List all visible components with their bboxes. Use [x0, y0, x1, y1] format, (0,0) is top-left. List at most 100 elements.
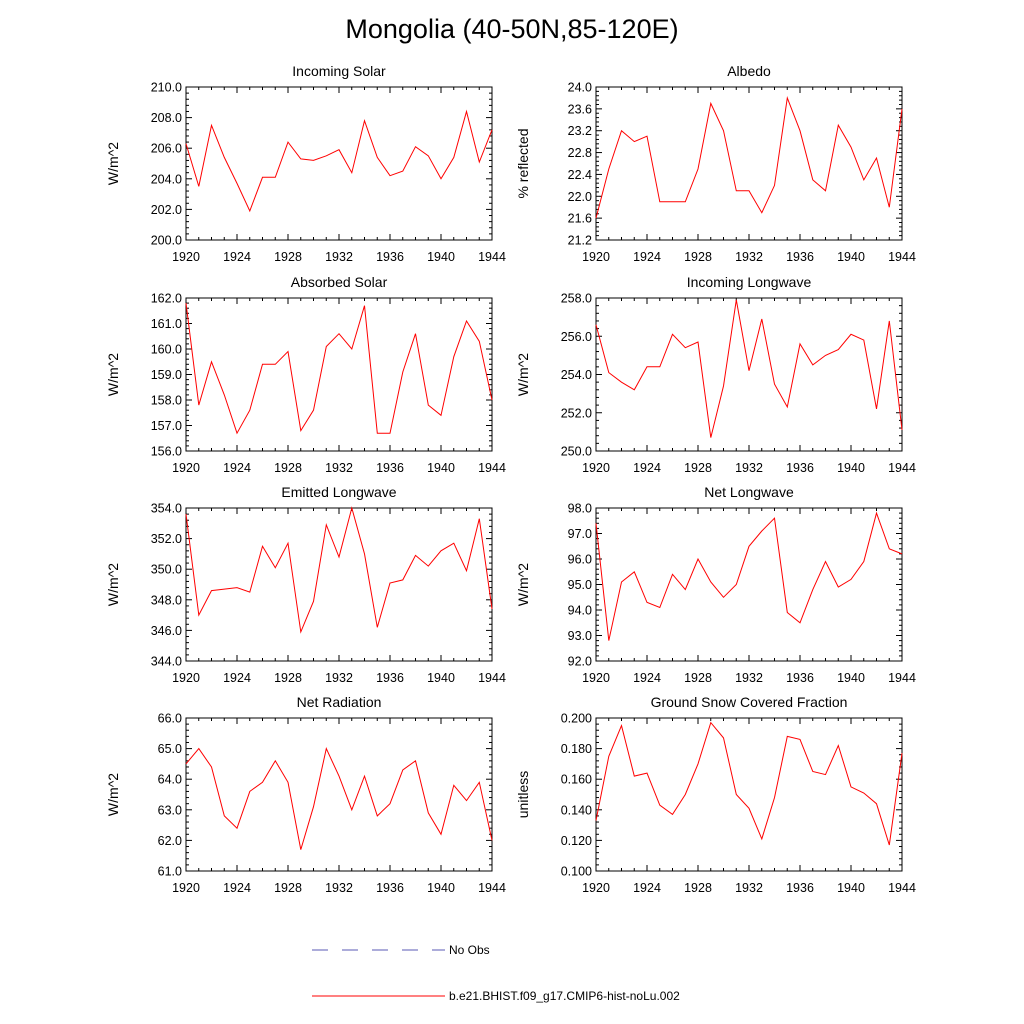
x-tick-label: 1944 [888, 881, 916, 895]
series-line-emitted-longwave [185, 506, 493, 634]
series-line-incoming-solar [185, 109, 493, 213]
panel-title: Incoming Longwave [687, 274, 812, 290]
y-tick-label: 92.0 [568, 655, 592, 669]
x-tick-label: 1936 [376, 461, 404, 475]
x-tick-label: 1944 [888, 250, 916, 264]
x-tick-label: 1944 [478, 881, 506, 895]
y-tick-label: 61.0 [158, 865, 182, 879]
y-axis-label: W/m^2 [105, 353, 121, 396]
y-tick-label: 254.0 [561, 368, 592, 382]
x-tick-label: 1940 [837, 461, 865, 475]
y-tick-label: 348.0 [151, 593, 182, 607]
x-tick-label: 1928 [684, 461, 712, 475]
x-tick-label: 1936 [376, 671, 404, 685]
x-tick-label: 1932 [325, 250, 353, 264]
x-tick-label: 1928 [684, 671, 712, 685]
y-axis-label: W/m^2 [105, 563, 121, 606]
plot-frame [595, 297, 903, 452]
x-tick-label: 1936 [786, 461, 814, 475]
y-tick-label: 0.120 [561, 834, 592, 848]
y-tick-label: 0.140 [561, 803, 592, 817]
y-tick-label: 97.0 [568, 527, 592, 541]
panel-incoming-longwave: 1920 1924 1928 1932 1936 1940 1944 250.0 252.0 25… [515, 274, 916, 475]
x-tick-label: 1936 [376, 881, 404, 895]
y-tick-label: 156.0 [151, 445, 182, 459]
y-tick-label: 24.0 [568, 81, 592, 95]
plot-frame [185, 297, 493, 452]
plot-frame [595, 717, 903, 872]
x-tick-label: 1940 [837, 250, 865, 264]
y-tick-label: 23.6 [568, 102, 592, 116]
x-tick-label: 1920 [172, 671, 200, 685]
x-tick-label: 1932 [735, 250, 763, 264]
legend-label-model: b.e21.BHIST.f09_g17.CMIP6-hist-noLu.002 [449, 989, 680, 1003]
y-tick-label: 22.4 [568, 168, 592, 182]
x-tick-label: 1944 [478, 461, 506, 475]
y-tick-label: 95.0 [568, 578, 592, 592]
x-tick-label: 1944 [478, 671, 506, 685]
x-tick-label: 1920 [582, 250, 610, 264]
y-tick-label: 200.0 [151, 234, 182, 248]
y-tick-label: 160.0 [151, 343, 182, 357]
y-tick-label: 350.0 [151, 563, 182, 577]
series-line-ground-snow-covered-fraction [595, 721, 903, 846]
y-tick-label: 66.0 [158, 712, 182, 726]
y-tick-label: 346.0 [151, 624, 182, 638]
x-tick-label: 1932 [735, 461, 763, 475]
x-tick-label: 1924 [633, 461, 661, 475]
x-tick-label: 1940 [427, 671, 455, 685]
x-tick-label: 1920 [582, 671, 610, 685]
plot-frame [595, 507, 903, 662]
y-tick-label: 63.0 [158, 803, 182, 817]
y-tick-label: 158.0 [151, 394, 182, 408]
y-tick-label: 98.0 [568, 502, 592, 516]
panel-albedo: 1920 1924 1928 1932 1936 1940 1944 21.2 21.6 22.0… [515, 63, 916, 264]
x-tick-label: 1932 [735, 671, 763, 685]
panel-net-radiation: 1920 1924 1928 1932 1936 1940 1944 61.0 62.0 63.0… [105, 694, 506, 895]
y-axis-label: W/m^2 [515, 563, 531, 606]
panel-absorbed-solar: 1920 1924 1928 1932 1936 1940 1944 156.0 157.0 15… [105, 274, 506, 475]
series-line-incoming-longwave [595, 299, 903, 438]
x-tick-label: 1932 [325, 671, 353, 685]
x-tick-label: 1928 [684, 250, 712, 264]
y-tick-label: 21.2 [568, 234, 592, 248]
y-axis-label: W/m^2 [105, 773, 121, 816]
y-tick-label: 352.0 [151, 532, 182, 546]
x-tick-label: 1924 [223, 250, 251, 264]
plot-frame [185, 507, 493, 662]
y-tick-label: 94.0 [568, 604, 592, 618]
y-axis-label: unitless [515, 771, 531, 818]
x-tick-label: 1920 [172, 461, 200, 475]
y-tick-label: 0.100 [561, 865, 592, 879]
plot-frame [595, 86, 903, 241]
panel-title: Ground Snow Covered Fraction [651, 694, 848, 710]
y-tick-label: 93.0 [568, 629, 592, 643]
y-tick-label: 344.0 [151, 655, 182, 669]
y-tick-label: 157.0 [151, 419, 182, 433]
y-tick-label: 64.0 [158, 773, 182, 787]
x-tick-label: 1928 [274, 671, 302, 685]
x-tick-label: 1940 [427, 461, 455, 475]
x-tick-label: 1928 [274, 461, 302, 475]
x-tick-label: 1932 [325, 881, 353, 895]
series-line-net-longwave [595, 511, 903, 641]
x-tick-label: 1920 [582, 461, 610, 475]
x-tick-label: 1940 [837, 881, 865, 895]
y-tick-label: 21.6 [568, 212, 592, 226]
y-tick-label: 159.0 [151, 368, 182, 382]
panel-incoming-solar: 1920 1924 1928 1932 1936 1940 1944 200.0 202.0 20… [105, 63, 506, 264]
panel-net-longwave: 1920 1924 1928 1932 1936 1940 1944 92.0 93.0 94.0… [515, 484, 916, 685]
y-tick-label: 250.0 [561, 445, 592, 459]
y-tick-label: 22.0 [568, 190, 592, 204]
x-tick-label: 1924 [223, 671, 251, 685]
y-tick-label: 22.8 [568, 146, 592, 160]
x-tick-label: 1932 [325, 461, 353, 475]
series-line-albedo [595, 95, 903, 219]
y-tick-label: 62.0 [158, 834, 182, 848]
y-tick-label: 23.2 [568, 124, 592, 138]
series-line-net-radiation [185, 747, 493, 850]
x-tick-label: 1920 [582, 881, 610, 895]
x-tick-label: 1936 [786, 250, 814, 264]
y-tick-label: 354.0 [151, 502, 182, 516]
